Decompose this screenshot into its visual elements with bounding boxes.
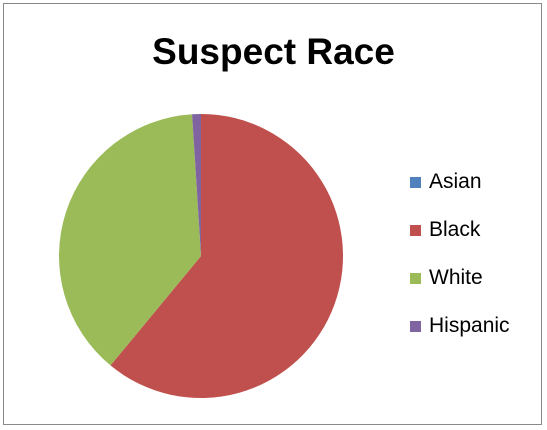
legend-swatch-hispanic bbox=[410, 321, 421, 332]
legend-label-white: White bbox=[429, 266, 483, 289]
legend-label-hispanic: Hispanic bbox=[429, 314, 510, 337]
legend-swatch-asian bbox=[410, 177, 421, 188]
legend-swatch-white bbox=[410, 273, 421, 284]
chart-title: Suspect Race bbox=[152, 31, 395, 72]
pie-slice-white bbox=[59, 114, 201, 366]
legend-label-asian: Asian bbox=[429, 170, 482, 193]
pie-slice-black bbox=[110, 113, 344, 399]
pie-slice-hispanic bbox=[192, 114, 201, 256]
legend-label-black: Black bbox=[429, 218, 481, 241]
legend-swatch-black bbox=[410, 225, 421, 236]
